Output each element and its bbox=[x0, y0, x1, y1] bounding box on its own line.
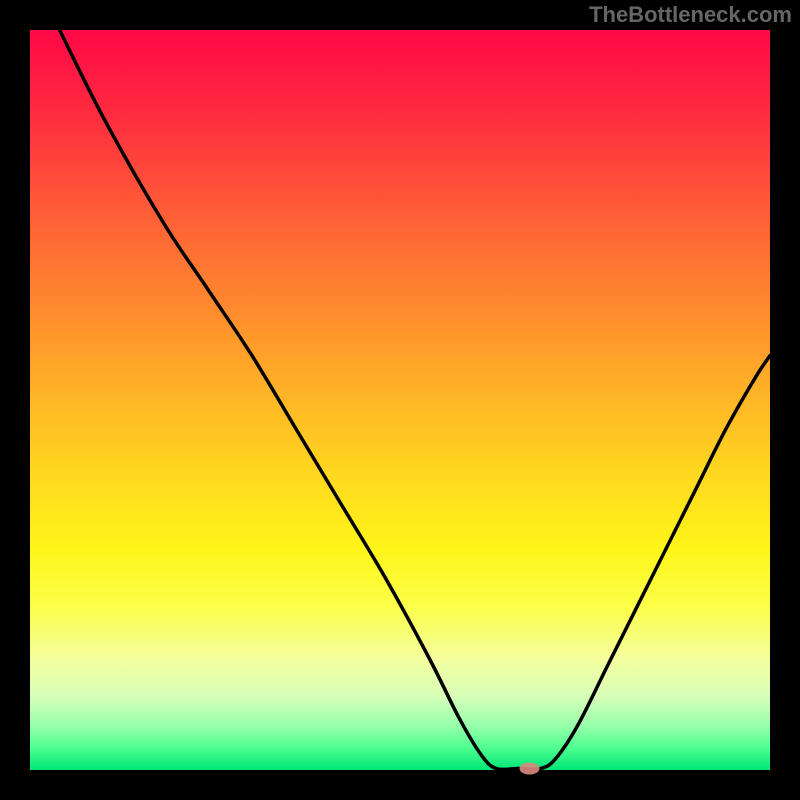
chart-container: TheBottleneck.com bbox=[0, 0, 800, 800]
bottleneck-chart bbox=[0, 0, 800, 800]
optimal-marker bbox=[520, 763, 540, 775]
gradient-background bbox=[30, 30, 770, 770]
